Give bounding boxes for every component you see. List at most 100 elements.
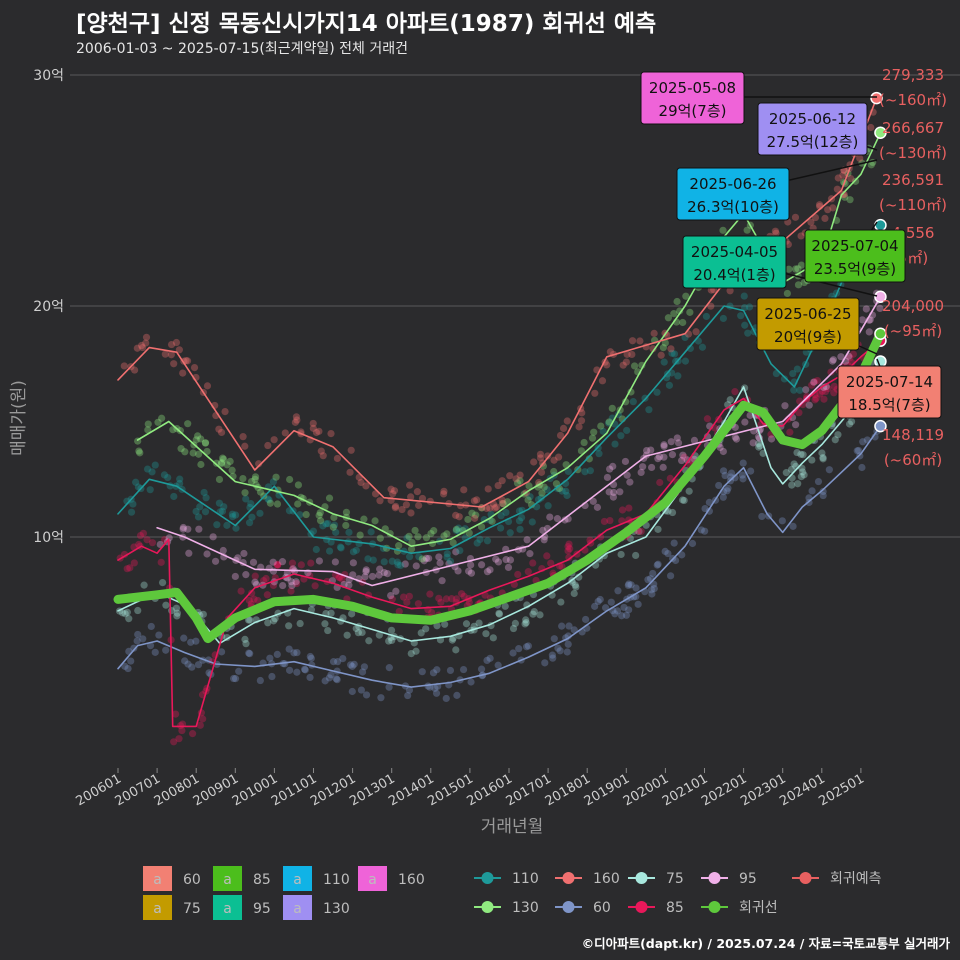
scatter-point	[418, 555, 426, 563]
scatter-point	[506, 529, 514, 537]
scatter-point	[719, 493, 727, 501]
scatter-point	[611, 440, 619, 448]
scatter-point	[846, 354, 854, 362]
scatter-point	[192, 436, 200, 444]
scatter-point	[496, 524, 505, 532]
scatter-point	[263, 591, 271, 599]
scatter-point	[272, 473, 280, 481]
scatter-point	[235, 667, 243, 675]
scatter-point	[719, 226, 727, 234]
y-tick-label: 20억	[33, 299, 64, 315]
scatter-point	[721, 471, 729, 480]
scatter-point	[813, 377, 822, 385]
scatter-point	[831, 436, 839, 444]
scatter-point	[142, 333, 151, 341]
scatter-point	[292, 578, 300, 586]
scatter-point	[630, 593, 638, 601]
scatter-point	[793, 365, 801, 373]
scatter-point	[155, 631, 163, 639]
scatter-point	[388, 636, 396, 645]
scatter-point	[512, 475, 520, 483]
scatter-point	[471, 514, 479, 522]
legend-swatch-glyph: a	[223, 872, 232, 888]
scatter-point	[862, 305, 870, 313]
scatter-point	[499, 500, 507, 508]
scatter-point	[196, 503, 204, 511]
scatter-point	[403, 598, 411, 606]
scatter-point	[793, 448, 801, 457]
scatter-point	[563, 648, 571, 656]
scatter-point	[269, 617, 278, 625]
scatter-point	[371, 517, 379, 525]
side-area-label: (~160㎡)	[879, 91, 947, 109]
scatter-point	[327, 671, 335, 679]
scatter-point	[452, 595, 461, 603]
scatter-point	[821, 214, 829, 223]
scatter-point	[758, 512, 766, 521]
scatter-point	[408, 538, 416, 547]
callout-date: 2025-07-04	[811, 237, 898, 255]
scatter-point	[245, 649, 253, 657]
scatter-point	[778, 517, 786, 525]
scatter-point	[707, 302, 715, 310]
scatter-point	[403, 534, 411, 542]
scatter-point	[811, 391, 819, 399]
scatter-point	[526, 493, 534, 501]
legend-swatch-glyph: a	[223, 901, 232, 917]
series-end-point	[874, 419, 887, 433]
scatter-point	[577, 417, 586, 425]
scatter-point	[143, 536, 151, 544]
scatter-point	[430, 527, 438, 535]
scatter-point	[540, 536, 548, 544]
scatter-point	[342, 508, 351, 516]
scatter-point	[791, 265, 800, 273]
scatter-point	[179, 523, 187, 532]
legend-swatch	[283, 866, 312, 891]
scatter-point	[162, 601, 170, 609]
scatter-point	[790, 386, 798, 394]
legend-line-label: 회귀예측	[830, 871, 882, 887]
scatter-point	[840, 190, 848, 199]
scatter-point	[647, 586, 656, 594]
scatter-point	[865, 328, 873, 336]
scatter-point	[454, 524, 463, 532]
scatter-point	[452, 646, 460, 654]
scatter-point	[232, 524, 240, 532]
scatter-point	[362, 482, 370, 490]
chart-subtitle: 2006-01-03 ~ 2025-07-15(최근계약일) 전체 거래건	[76, 41, 408, 57]
scatter-point	[690, 436, 699, 444]
scatter-point	[522, 643, 531, 651]
scatter-point	[799, 468, 807, 476]
scatter-point	[741, 303, 749, 312]
scatter-point	[459, 665, 468, 674]
scatter-point	[220, 503, 228, 511]
legend-swatch-glyph: a	[153, 901, 162, 917]
scatter-point	[534, 495, 543, 504]
scatter-point	[301, 666, 309, 674]
scatter-point	[316, 509, 324, 517]
scatter-point	[637, 468, 645, 477]
scatter-point	[325, 547, 334, 555]
scatter-point	[749, 439, 757, 447]
scatter-point	[611, 610, 619, 618]
scatter-point	[322, 520, 330, 528]
scatter-point	[626, 478, 634, 486]
scatter-point	[392, 587, 400, 595]
scatter-point	[273, 500, 282, 508]
scatter-point	[124, 664, 132, 673]
scatter-point	[603, 361, 611, 369]
series-end-point	[874, 218, 887, 232]
scatter-point	[435, 553, 443, 561]
scatter-point	[194, 513, 203, 521]
legend-line-label: 60	[593, 900, 611, 916]
scatter-point	[414, 600, 422, 608]
scatter-point	[317, 447, 325, 455]
scatter-point	[619, 361, 627, 369]
scatter-point	[829, 356, 838, 364]
scatter-point	[293, 668, 301, 676]
scatter-point	[219, 455, 228, 463]
scatter-point	[632, 584, 640, 592]
scatter-point	[585, 455, 593, 463]
scatter-point	[215, 499, 223, 507]
scatter-point	[827, 368, 835, 376]
